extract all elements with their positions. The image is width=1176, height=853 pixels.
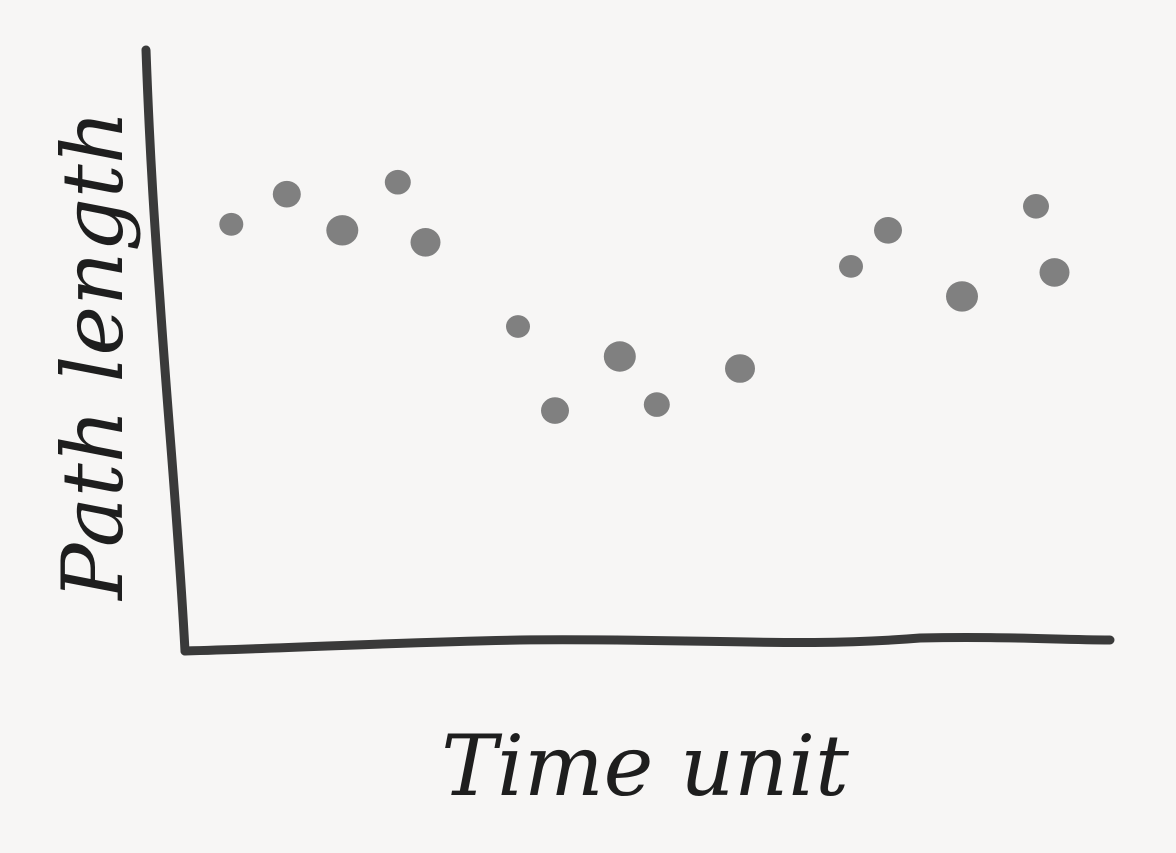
x-axis [180, 632, 1115, 656]
data-point [219, 212, 244, 236]
data-point [725, 354, 755, 383]
data-point [541, 397, 569, 424]
x-axis-label: Time unit [441, 717, 849, 815]
data-point [384, 169, 411, 195]
data-point [326, 215, 359, 246]
y-axis [141, 45, 190, 656]
data-point [643, 392, 670, 417]
data-point [1023, 194, 1049, 219]
data-point [946, 281, 978, 312]
data-point [603, 341, 636, 372]
data-point [839, 255, 863, 278]
data-point [272, 180, 301, 208]
y-axis-label: Path length [44, 110, 142, 602]
data-point [874, 217, 902, 244]
data-point [506, 315, 530, 338]
data-point [410, 228, 441, 257]
scatter-points [219, 169, 1070, 424]
data-point [1039, 258, 1070, 287]
